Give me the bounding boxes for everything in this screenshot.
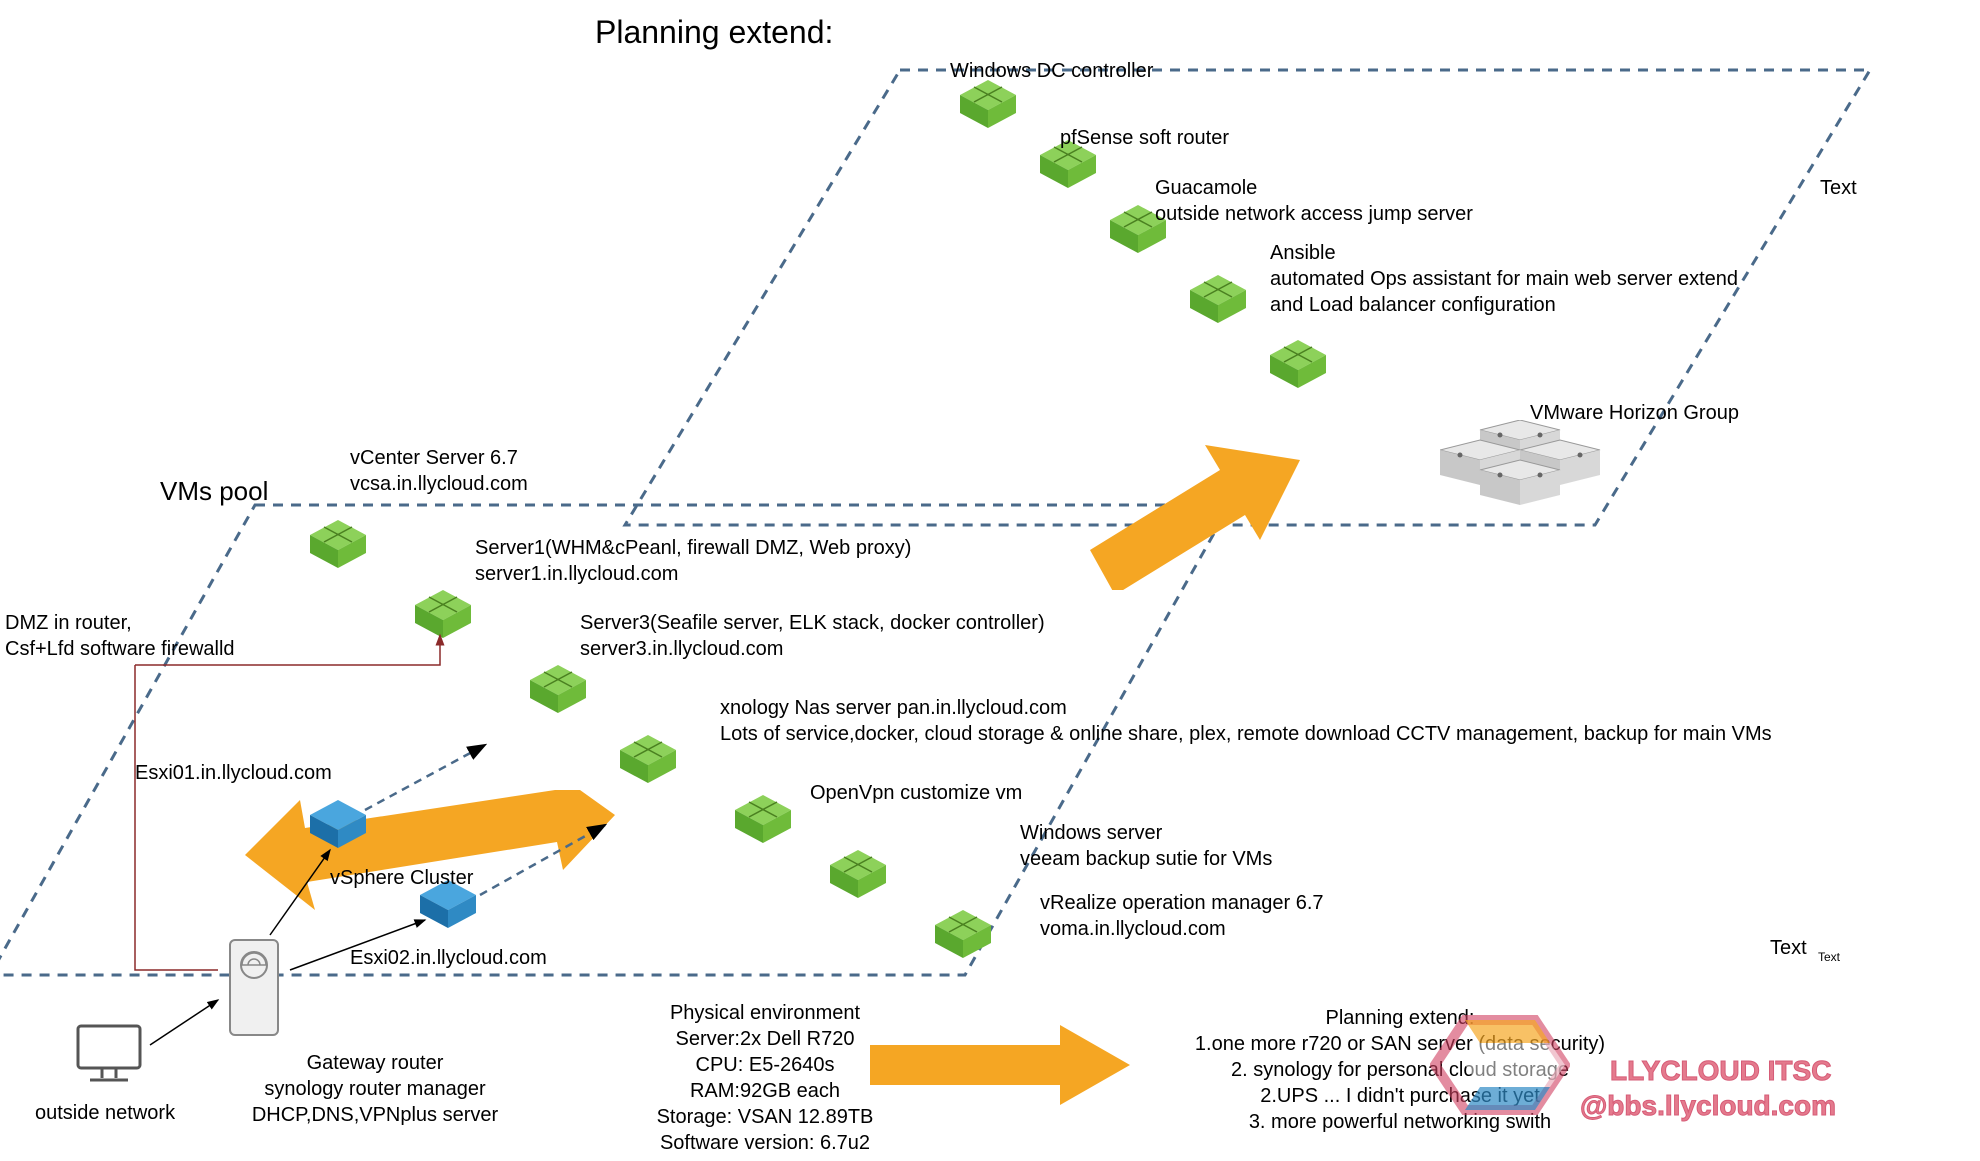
planning-label-pfsense: pfSense soft router: [1060, 125, 1229, 151]
vms-box: [0, 0, 1980, 1161]
watermark-line2: @bbs.llycloud.com: [1580, 1090, 1836, 1122]
connection-lines: [0, 0, 1980, 1161]
dmz-label: DMZ in router, Csf+Lfd software firewall…: [5, 610, 235, 662]
vm-xnology-label: xnology Nas server pan.in.llycloud.com L…: [720, 695, 1772, 747]
bottom-text-small: Text: [1818, 950, 1840, 966]
planning-label-dc: Windows DC controller: [950, 58, 1153, 84]
vm-vcenter: [310, 520, 370, 570]
vm-xnology: [620, 735, 680, 785]
vm-windows-label: Windows server veeam backup sutie for VM…: [1020, 820, 1272, 872]
bottom-text: Text: [1770, 935, 1807, 961]
vm-server1-label: Server1(WHM&cPeanl, firewall DMZ, Web pr…: [475, 535, 911, 587]
esxi01-node: [310, 800, 370, 850]
vm-vrealize: [935, 910, 995, 960]
vm-server1: [415, 590, 475, 640]
esxi02-label: Esxi02.in.llycloud.com: [350, 945, 547, 971]
planning-node-5: [1270, 340, 1330, 390]
arrow-to-planning: [1090, 440, 1310, 590]
planning-node-ansible: [1190, 275, 1250, 325]
vm-openvpn: [735, 795, 795, 845]
gateway-router-icon: [220, 935, 290, 1045]
vmware-horizon-label: VMware Horizon Group: [1530, 400, 1739, 426]
vsphere-cluster-label: vSphere Cluster: [330, 865, 473, 891]
watermark-logo: [1430, 1005, 1570, 1125]
vm-vrealize-label: vRealize operation manager 6.7 voma.in.l…: [1040, 890, 1324, 942]
esxi01-label: Esxi01.in.llycloud.com: [135, 760, 332, 786]
vm-server3: [530, 665, 590, 715]
vm-server3-label: Server3(Seafile server, ELK stack, docke…: [580, 610, 1045, 662]
vm-vcenter-label: vCenter Server 6.7 vcsa.in.llycloud.com: [350, 445, 528, 497]
planning-label-guacamole: Guacamole outside network access jump se…: [1155, 175, 1473, 227]
planning-label-ansible: Ansible automated Ops assistant for main…: [1270, 240, 1738, 318]
planning-text-right: Text: [1820, 175, 1857, 201]
vm-openvpn-label: OpenVpn customize vm: [810, 780, 1022, 806]
planning-node-dc: [960, 80, 1020, 130]
gateway-label: Gateway router synology router manager D…: [215, 1050, 535, 1128]
physical-env-text: Physical environment Server:2x Dell R720…: [610, 1000, 920, 1156]
vmware-horizon-cluster: [1440, 420, 1610, 520]
vm-windows: [830, 850, 890, 900]
outside-monitor-icon: [70, 1020, 150, 1090]
planning-extend-title: Planning extend:: [595, 12, 833, 54]
watermark-line1: LLYCLOUD ITSC: [1610, 1055, 1831, 1087]
outside-network-label: outside network: [35, 1100, 175, 1126]
vms-pool-title: VMs pool: [160, 475, 268, 509]
planning-box: [0, 0, 1980, 1161]
